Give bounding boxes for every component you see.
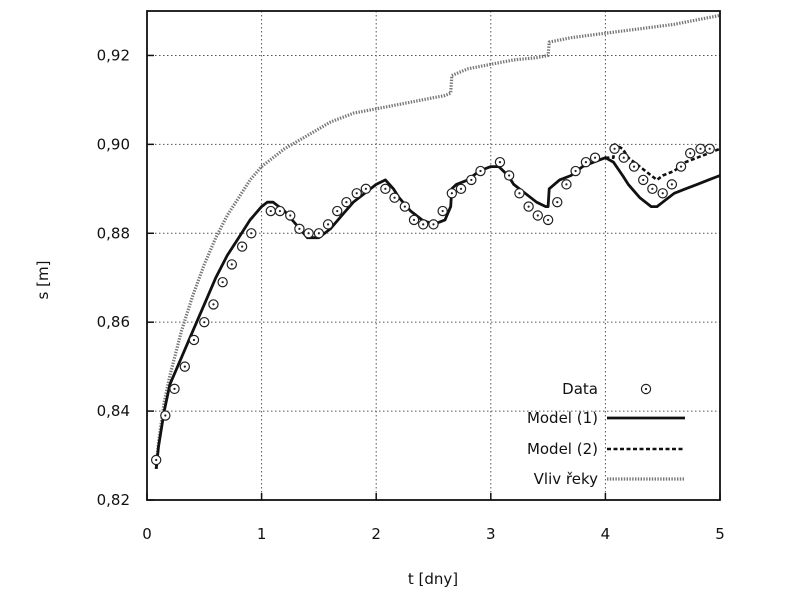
x-axis-label: t [dny]: [408, 570, 458, 588]
data-point: [199, 316, 210, 328]
data-point: [313, 228, 325, 239]
data-point: [466, 174, 477, 186]
legend-item: Vliv řeky: [534, 470, 685, 488]
x-tick-label: 1: [257, 525, 267, 543]
data-point: [246, 228, 257, 239]
data-point: [294, 223, 305, 235]
y-axis-label: s [m]: [34, 261, 52, 300]
data-point: [589, 152, 601, 163]
legend: Data Model (1) Model (2) Vliv řeky: [527, 380, 685, 488]
x-tick-label: 3: [486, 525, 496, 543]
data-point: [208, 299, 219, 310]
y-tick-label: 0,90: [97, 135, 130, 153]
legend-label: Vliv řeky: [534, 470, 598, 488]
data-point: [523, 201, 534, 212]
data-point: [285, 210, 296, 221]
data-point: [303, 228, 314, 239]
series-line-model-1-: [154, 156, 721, 470]
data-point: [160, 410, 171, 421]
data-point: [455, 183, 467, 195]
data-point: [580, 156, 592, 168]
data-point: [685, 148, 696, 159]
y-tick-label: 0,82: [97, 491, 130, 509]
data-point: [494, 156, 506, 168]
data-point: [188, 334, 200, 346]
legend-label: Model (2): [527, 440, 598, 458]
grid: [147, 11, 720, 500]
data-point: [514, 188, 525, 199]
y-tick-label: 0,86: [97, 313, 130, 331]
data-point: [628, 161, 640, 172]
data-point: [552, 196, 563, 208]
data-point: [695, 143, 706, 155]
data-point: [618, 152, 629, 163]
data-point: [265, 205, 276, 217]
legend-label: Model (1): [527, 409, 598, 427]
data-point: [503, 170, 515, 181]
tick-labels: 0 1 2 3 4 5 0,82 0,84 0,86 0,88 0,90 0,92: [97, 46, 725, 543]
data-point: [351, 188, 362, 199]
legend-item: Data: [562, 380, 652, 398]
data-point: [561, 179, 572, 190]
data-point: [647, 183, 658, 195]
data-point: [570, 165, 581, 177]
data-point: [542, 214, 554, 226]
legend-item: Model (1): [527, 409, 685, 427]
data-point: [638, 174, 649, 186]
data-point: [332, 205, 343, 217]
legend-label: Data: [562, 380, 598, 398]
x-tick-label: 0: [142, 525, 152, 543]
data-point: [360, 183, 372, 195]
data-point: [657, 188, 668, 199]
data-point: [532, 210, 543, 221]
data-point: [446, 188, 458, 199]
data-point: [437, 205, 448, 217]
data-point: [704, 143, 715, 155]
data-point: [217, 276, 228, 288]
data-point: [389, 192, 400, 203]
data-point: [236, 241, 248, 252]
data-point: [428, 219, 439, 230]
data-point: [179, 361, 191, 372]
data-point: [380, 183, 391, 195]
y-tick-label: 0,84: [97, 402, 130, 420]
data-point: [475, 165, 486, 177]
y-tick-label: 0,88: [97, 224, 130, 242]
data-point: [666, 179, 678, 190]
data-point: [274, 205, 286, 217]
x-tick-label: 4: [601, 525, 611, 543]
y-tick-label: 0,92: [97, 46, 130, 64]
plot-frame: [146, 10, 721, 501]
x-tick-label: 5: [715, 525, 725, 543]
x-tick-label: 2: [371, 525, 381, 543]
data-point: [226, 259, 238, 270]
data-point: [609, 143, 620, 155]
plot-border: [146, 10, 721, 501]
data-point: [399, 201, 411, 212]
series-layer: [150, 13, 721, 470]
data-point: [341, 196, 352, 208]
data-point: [675, 161, 687, 172]
legend-item: Model (2): [527, 440, 685, 458]
data-point: [322, 219, 334, 230]
data-point: [408, 214, 420, 226]
data-point: [150, 454, 162, 466]
data-point: [417, 219, 429, 230]
data-point: [169, 383, 180, 395]
series-line-vliv-eky: [154, 13, 721, 470]
